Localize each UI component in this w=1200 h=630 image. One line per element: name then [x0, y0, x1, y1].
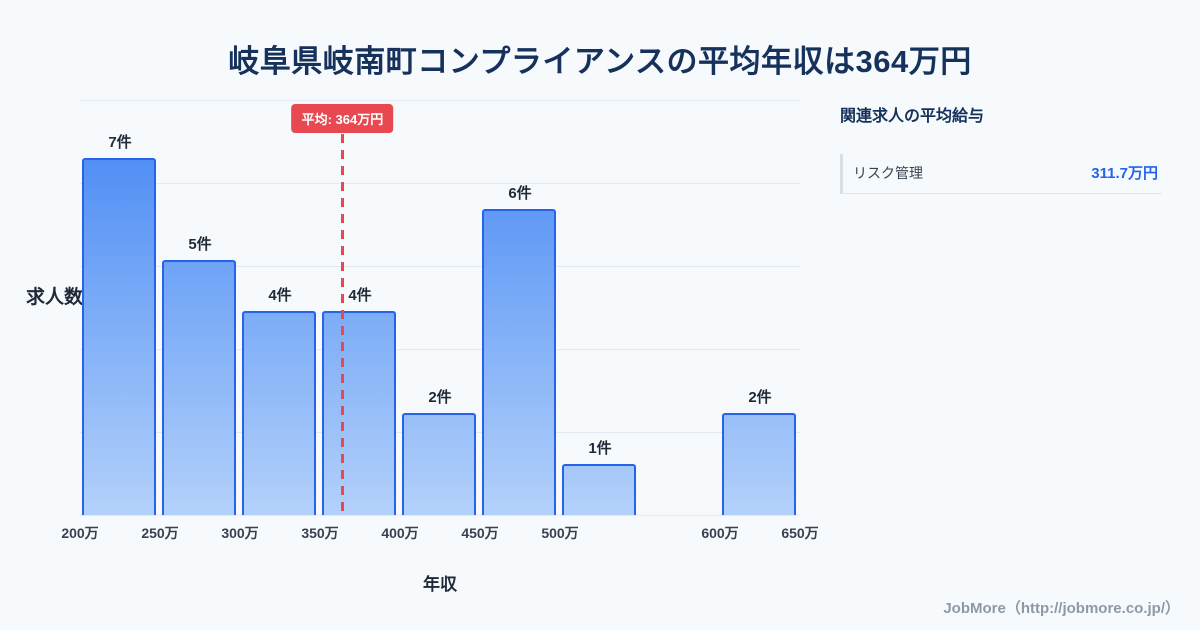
bar-count-label: 2件: [428, 389, 452, 406]
gridline: [80, 515, 800, 516]
x-tick-650万: 650万: [781, 525, 819, 541]
x-tick-300万: 300万: [221, 525, 259, 541]
x-tick-600万: 600万: [701, 525, 739, 541]
bar-count-label: 1件: [588, 440, 612, 457]
bar-count-label: 7件: [108, 134, 132, 151]
y-axis-label: 求人数: [26, 287, 84, 308]
histogram-bar-250万: [162, 260, 236, 515]
x-tick-400万: 400万: [381, 525, 419, 541]
histogram-bar-350万: [322, 311, 396, 515]
related-job-item: リスク管理 311.7万円: [840, 154, 1162, 194]
histogram-bar-400万: [402, 413, 476, 515]
x-tick-500万: 500万: [541, 525, 579, 541]
x-tick-200万: 200万: [61, 525, 99, 541]
bar-count-label: 2件: [748, 389, 772, 406]
bar-count-label: 4件: [348, 287, 372, 304]
page-title: 岐阜県岐南町コンプライアンスの平均年収は364万円: [228, 44, 972, 79]
footer-credit: JobMore（http://jobmore.co.jp/）: [943, 600, 1180, 617]
bar-count-label: 6件: [508, 185, 532, 202]
histogram-bar-200万: [82, 158, 156, 515]
related-job-value: 311.7万円: [1091, 165, 1158, 182]
gridline: [80, 266, 800, 267]
histogram-bar-600万: [722, 413, 796, 515]
related-job-label: リスク管理: [853, 164, 923, 181]
x-tick-450万: 450万: [461, 525, 499, 541]
gridline: [80, 349, 800, 350]
bar-count-label: 4件: [268, 287, 292, 304]
related-jobs-panel: 関連求人の平均給与 リスク管理 311.7万円: [840, 102, 1162, 194]
histogram-bar-450万: [482, 209, 556, 515]
histogram-bar-300万: [242, 311, 316, 515]
x-tick-250万: 250万: [141, 525, 179, 541]
salary-histogram: 7件 5件 4件 4件 2件 6件 1件 2件 平均: 364万円 200万 250万 300万 3…: [61, 100, 819, 541]
x-tick-350万: 350万: [301, 525, 339, 541]
bar-count-label: 5件: [188, 236, 212, 253]
average-line: [340, 134, 344, 515]
histogram-bar-500万: [562, 464, 636, 515]
average-badge: 平均: 364万円: [291, 104, 394, 133]
related-jobs-heading: 関連求人の平均給与: [840, 108, 985, 125]
x-axis-label: 年収: [423, 575, 457, 594]
gridline: [80, 183, 800, 184]
gridline: [80, 100, 800, 101]
